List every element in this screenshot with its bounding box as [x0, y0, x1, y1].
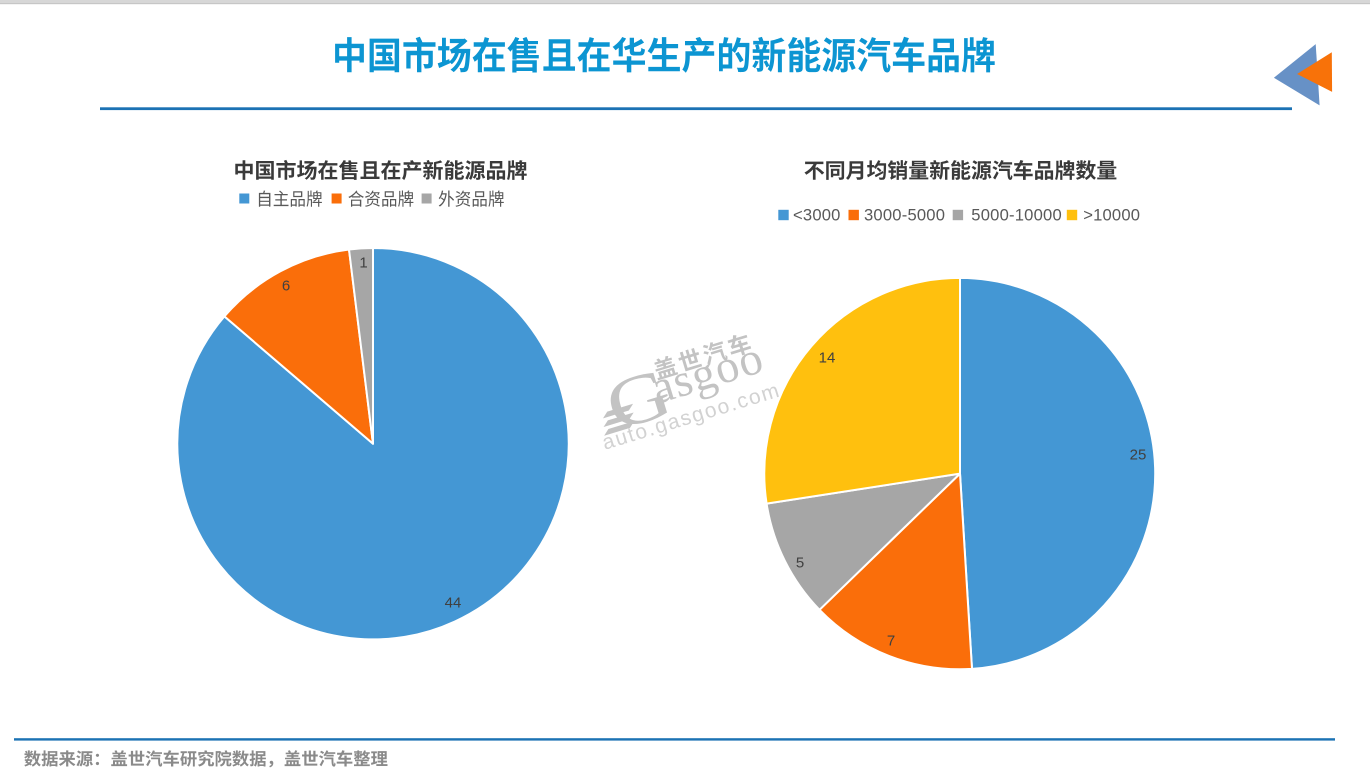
- svg-text:1: 1: [359, 254, 367, 271]
- svg-text:5000-10000: 5000-10000: [971, 206, 1062, 225]
- svg-text:<3000: <3000: [793, 206, 841, 225]
- svg-text:44: 44: [445, 594, 462, 611]
- svg-text:3000-5000: 3000-5000: [864, 206, 945, 225]
- svg-text:>10000: >10000: [1083, 206, 1140, 225]
- svg-text:6: 6: [282, 277, 290, 294]
- svg-text:25: 25: [1130, 446, 1147, 463]
- svg-text:14: 14: [819, 349, 836, 366]
- svg-text:7: 7: [887, 632, 895, 649]
- svg-text:5: 5: [796, 554, 804, 571]
